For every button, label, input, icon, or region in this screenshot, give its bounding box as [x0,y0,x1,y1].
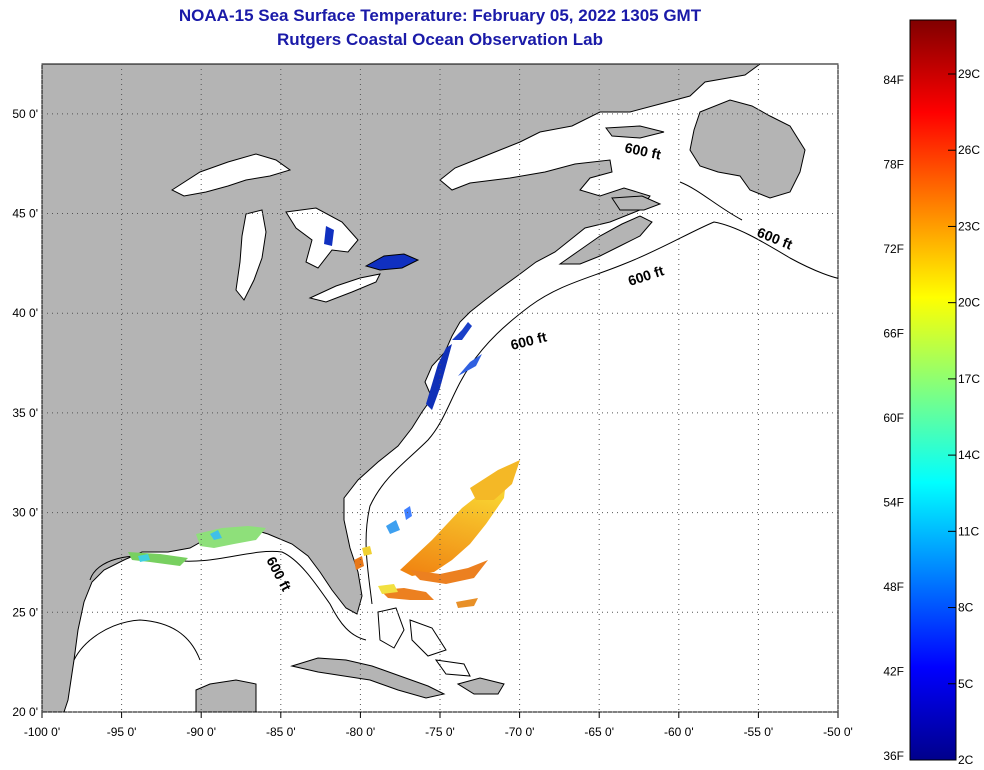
colorbar-c-label: 26C [958,143,980,157]
colorbar-c-label: 11C [958,524,979,538]
colorbar-c-label: 20C [958,296,980,310]
lake-ontario [364,253,420,271]
colorbar-f-label: 66F [883,327,904,341]
colorbar-f-label: 36F [883,749,904,763]
colorbar-c-label: 17C [958,372,980,386]
colorbar-gradient [909,19,957,761]
celsius-labels: 29C 26C 23C 20C 17C 14C 11C 8C 5C 2C [948,67,980,767]
colorbar-f-label: 42F [883,665,904,679]
latitude-tick-label: 30 0' [12,506,38,520]
anticosti-land [605,125,665,139]
nova-scotia-land [558,215,653,265]
longitude-tick-label: -55 0' [744,725,774,739]
hispaniola-land [456,677,505,695]
colorbar-c-label: 2C [958,753,974,767]
lake-erie [308,273,381,303]
fahrenheit-labels: 84F 78F 72F 66F 60F 54F 48F 42F 36F [883,73,904,763]
longitude-tick-label: -95 0' [107,725,137,739]
newfoundland-land [689,99,806,199]
longitude-tick-label: -65 0' [584,725,614,739]
sst-data [128,322,520,608]
longitude-tick-label: -70 0' [505,725,535,739]
graticule [41,64,839,713]
longitude-tick-label: -50 0' [823,725,853,739]
lake-st-clair-cold [324,226,334,246]
map-title: NOAA-15 Sea Surface Temperature: Februar… [178,6,702,25]
colorbar-f-label: 48F [883,580,904,594]
longitude-tick-label: -75 0' [425,725,455,739]
latitude-tick-label: 20 0' [12,705,38,719]
longitude-tick-label: -60 0' [664,725,694,739]
lake-huron [285,207,359,269]
latitude-tick-label: 35 0' [12,406,38,420]
map-subtitle: Rutgers Coastal Ocean Observation Lab [277,30,603,49]
longitude-tick-label: -90 0' [186,725,216,739]
latitude-tick-label: 50 0' [12,107,38,121]
colorbar-f-label: 84F [883,73,904,87]
colorbar-f-label: 72F [883,242,904,256]
longitude-tick-label: -80 0' [346,725,376,739]
latitude-tick-label: 25 0' [12,605,38,619]
colorbar-c-label: 23C [958,219,980,233]
latitude-axis: 20 0' 25 0' 30 0' 35 0' 40 0' 45 0' 50 0' [12,107,38,719]
cuba-land [290,657,446,699]
isobath-label: 600 ft [623,139,662,162]
colorbar-f-label: 54F [883,496,904,510]
lake-superior [170,153,292,197]
latitude-tick-label: 40 0' [12,306,38,320]
colorbar-c-label: 8C [958,601,974,615]
colorbar-c-label: 14C [958,448,980,462]
bahamas-banks [377,607,471,677]
colorbar-c-label: 29C [958,67,980,81]
longitude-tick-label: -85 0' [266,725,296,739]
longitude-tick-label: -100 0' [24,725,60,739]
pei-land [611,195,662,211]
lake-michigan [235,209,267,301]
colorbar-c-label: 5C [958,677,974,691]
latitude-tick-label: 45 0' [12,207,38,221]
colorbar-f-label: 78F [883,158,904,172]
colorbar-f-label: 60F [883,411,904,425]
yucatan-land [195,679,257,712]
longitude-axis: -100 0' -95 0' -90 0' -85 0' -80 0' -75 0' -70… [24,712,853,739]
